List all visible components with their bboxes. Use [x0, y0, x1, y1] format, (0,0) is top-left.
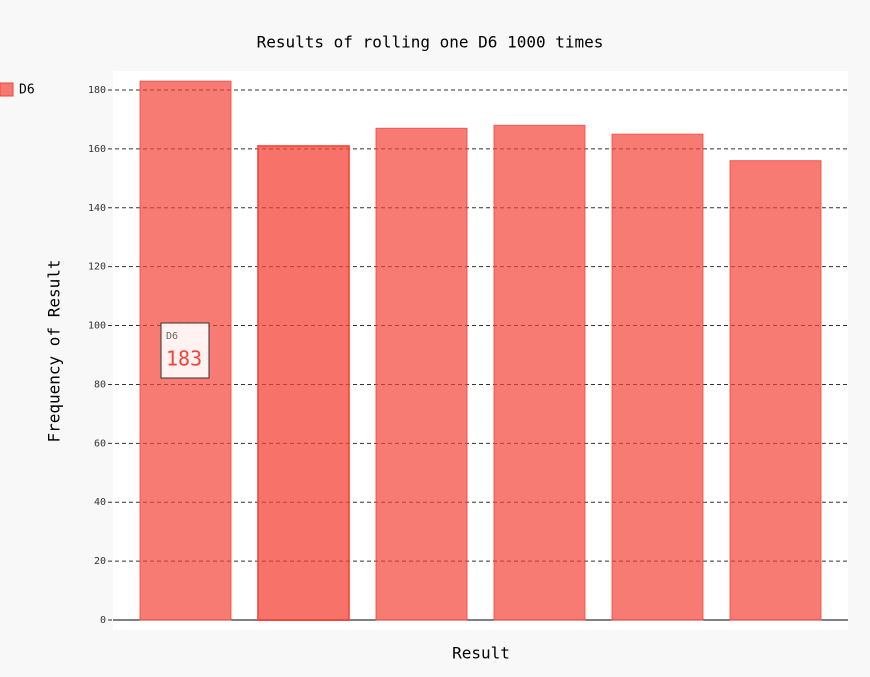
legend-swatch — [0, 82, 14, 97]
tooltip-series: D6 — [166, 331, 178, 342]
bar — [729, 160, 822, 621]
plot-area — [113, 71, 848, 630]
y-tick-label: 160 — [88, 144, 106, 155]
y-tick-label: 20 — [94, 556, 106, 567]
legend-label: D6 — [19, 83, 35, 98]
y-tick-label: 80 — [94, 379, 106, 390]
tooltip-value: 183 — [166, 347, 202, 371]
bar — [257, 144, 350, 621]
y-tick-label: 180 — [88, 85, 106, 96]
bar — [611, 133, 704, 621]
y-tick-label: 60 — [94, 438, 106, 449]
y-tick-label: 100 — [88, 321, 106, 332]
bar — [375, 127, 468, 621]
y-tick-label: 40 — [94, 497, 106, 508]
y-tick-label: 0 — [100, 615, 106, 626]
y-tick-label: 120 — [88, 262, 106, 273]
bar — [493, 124, 586, 621]
chart-title: Results of rolling one D6 1000 times — [257, 33, 604, 52]
y-axis-label: Frequency of Result — [45, 259, 64, 442]
y-tick-label: 140 — [88, 203, 106, 214]
tooltip-box — [160, 322, 210, 379]
x-axis-label: Result — [452, 644, 510, 663]
